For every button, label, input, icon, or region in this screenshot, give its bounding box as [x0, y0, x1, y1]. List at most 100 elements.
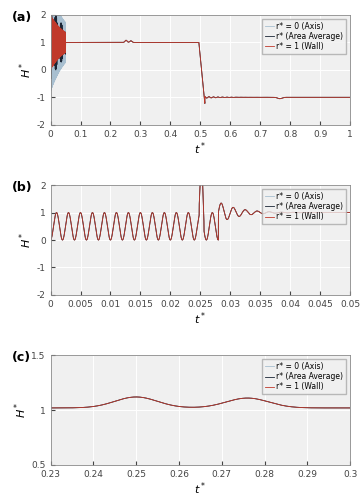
- r* = 1 (Wall): [272, 400, 276, 406]
- r* (Area Average): [199, 157, 204, 163]
- r* = 0 (Axis): [48, 40, 53, 46]
- r* = 0 (Axis): [348, 210, 352, 216]
- r* = 0 (Axis): [190, 40, 195, 46]
- r* = 0 (Axis): [61, 236, 65, 242]
- r* (Area Average): [203, 100, 207, 106]
- Line: r* = 0 (Axis): r* = 0 (Axis): [51, 397, 350, 408]
- r* (Area Average): [163, 400, 167, 406]
- Line: r* (Area Average): r* (Area Average): [51, 4, 350, 103]
- r* = 0 (Axis): [348, 405, 352, 411]
- r* = 0 (Axis): [134, 394, 138, 400]
- r* (Area Average): [348, 405, 352, 411]
- r* = 0 (Axis): [123, 38, 127, 44]
- r* = 0 (Axis): [243, 395, 248, 401]
- r* = 0 (Axis): [263, 94, 267, 100]
- r* = 1 (Wall): [48, 405, 53, 411]
- X-axis label: $t^*$: $t^*$: [194, 140, 206, 156]
- r* (Area Average): [348, 210, 352, 216]
- r* = 0 (Axis): [199, 157, 204, 163]
- Line: r* (Area Average): r* (Area Average): [51, 160, 350, 240]
- X-axis label: $t^*$: $t^*$: [194, 480, 206, 497]
- r* (Area Average): [48, 2, 53, 8]
- r* = 0 (Axis): [107, 235, 112, 241]
- r* = 1 (Wall): [195, 226, 199, 232]
- Text: (b): (b): [12, 180, 32, 194]
- r* (Area Average): [230, 94, 234, 100]
- r* = 1 (Wall): [348, 94, 352, 100]
- r* (Area Average): [243, 395, 248, 401]
- r* = 1 (Wall): [243, 395, 248, 401]
- r* (Area Average): [329, 94, 333, 100]
- r* = 1 (Wall): [163, 400, 167, 406]
- r* = 0 (Axis): [66, 210, 71, 216]
- r* = 1 (Wall): [329, 94, 333, 100]
- X-axis label: $t^*$: $t^*$: [194, 310, 206, 326]
- r* = 0 (Axis): [203, 100, 207, 106]
- r* = 0 (Axis): [103, 401, 107, 407]
- r* = 1 (Wall): [228, 398, 232, 404]
- Line: r* (Area Average): r* (Area Average): [51, 397, 350, 408]
- Y-axis label: $H^*$: $H^*$: [17, 232, 34, 248]
- r* (Area Average): [295, 404, 299, 410]
- r* = 1 (Wall): [263, 94, 267, 100]
- r* = 0 (Axis): [195, 225, 199, 231]
- r* = 1 (Wall): [61, 236, 65, 242]
- Text: (a): (a): [12, 10, 32, 24]
- r* (Area Average): [50, 234, 54, 239]
- r* = 1 (Wall): [332, 210, 336, 216]
- r* = 0 (Axis): [329, 94, 333, 100]
- r* (Area Average): [134, 394, 138, 400]
- Line: r* = 1 (Wall): r* = 1 (Wall): [51, 397, 350, 408]
- Line: r* = 0 (Axis): r* = 0 (Axis): [51, 160, 350, 240]
- r* = 1 (Wall): [190, 40, 195, 46]
- r* = 0 (Axis): [163, 400, 167, 406]
- r* = 0 (Axis): [241, 94, 245, 100]
- r* (Area Average): [332, 210, 336, 216]
- r* = 0 (Axis): [332, 210, 336, 216]
- r* = 0 (Axis): [50, 234, 54, 239]
- r* = 1 (Wall): [123, 38, 127, 44]
- r* (Area Average): [348, 94, 352, 100]
- r* = 1 (Wall): [348, 405, 352, 411]
- r* = 1 (Wall): [203, 100, 207, 106]
- r* = 1 (Wall): [48, 40, 53, 46]
- r* = 1 (Wall): [199, 157, 204, 163]
- r* = 1 (Wall): [348, 210, 352, 216]
- Y-axis label: $H^*$: $H^*$: [12, 402, 29, 418]
- r* (Area Average): [216, 237, 221, 243]
- r* (Area Average): [48, 40, 53, 46]
- r* = 1 (Wall): [103, 401, 107, 407]
- r* = 1 (Wall): [241, 94, 245, 100]
- r* = 1 (Wall): [50, 234, 54, 239]
- r* (Area Average): [195, 226, 199, 232]
- r* = 1 (Wall): [48, 12, 53, 18]
- Text: (c): (c): [12, 351, 31, 364]
- Legend: r* = 0 (Axis), r* (Area Average), r* = 1 (Wall): r* = 0 (Axis), r* (Area Average), r* = 1…: [262, 19, 346, 54]
- r* = 0 (Axis): [48, 237, 53, 243]
- r* (Area Average): [48, 405, 53, 411]
- r* (Area Average): [228, 398, 232, 404]
- r* = 0 (Axis): [295, 404, 299, 410]
- r* = 0 (Axis): [48, 405, 53, 411]
- r* = 1 (Wall): [230, 94, 234, 100]
- r* = 1 (Wall): [134, 394, 138, 400]
- r* = 0 (Axis): [230, 94, 234, 100]
- r* = 0 (Axis): [228, 398, 232, 404]
- Line: r* = 1 (Wall): r* = 1 (Wall): [51, 160, 350, 240]
- r* = 1 (Wall): [107, 234, 112, 240]
- r* (Area Average): [66, 210, 71, 216]
- r* = 0 (Axis): [348, 94, 352, 100]
- r* = 1 (Wall): [295, 404, 299, 410]
- r* = 0 (Axis): [60, 237, 65, 243]
- r* (Area Average): [263, 94, 267, 100]
- r* (Area Average): [123, 38, 127, 44]
- Legend: r* = 0 (Axis), r* (Area Average), r* = 1 (Wall): r* = 0 (Axis), r* (Area Average), r* = 1…: [262, 359, 346, 394]
- r* (Area Average): [241, 94, 245, 100]
- r* (Area Average): [107, 234, 112, 240]
- r* (Area Average): [190, 40, 195, 46]
- Line: r* = 0 (Axis): r* = 0 (Axis): [51, 0, 350, 104]
- r* (Area Average): [103, 401, 107, 407]
- r* (Area Average): [272, 400, 276, 406]
- r* = 0 (Axis): [272, 400, 276, 406]
- r* (Area Average): [61, 236, 65, 242]
